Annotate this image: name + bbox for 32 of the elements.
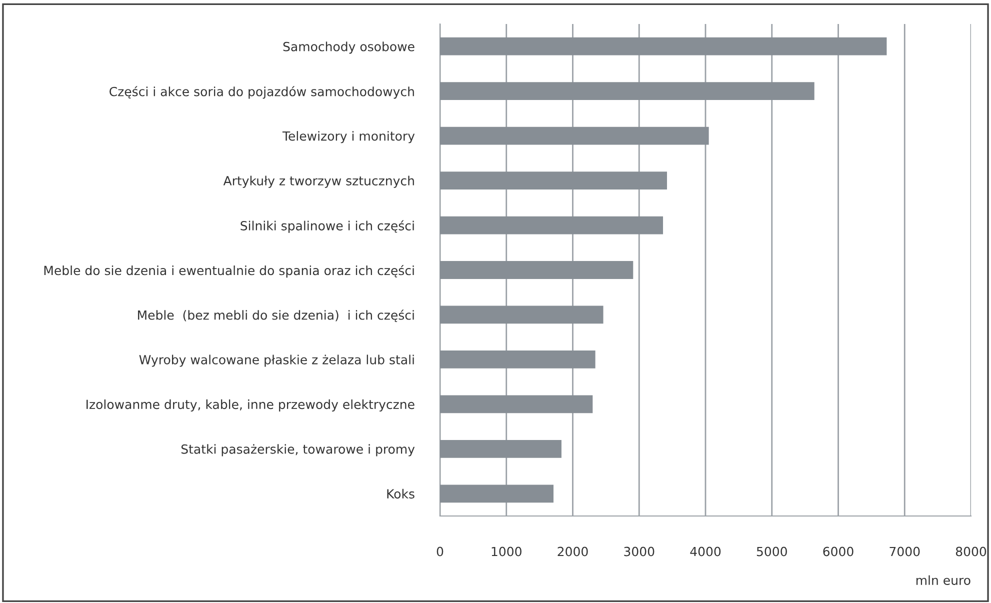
y-tick-label: Wyroby walcowane płaskie z żelaza lub stali <box>139 354 414 367</box>
bar <box>440 261 634 279</box>
x-tick-label: 4000 <box>690 546 721 556</box>
y-tick-label: Samochody osobowe <box>283 42 414 54</box>
y-tick-label: Artykuły z tworzyw sztucznych <box>223 176 414 188</box>
x-tick-label: 7000 <box>890 546 920 556</box>
y-tick-label: Statki pasażerskie, towarowe i promy <box>181 444 415 456</box>
bar <box>440 484 554 503</box>
bar <box>440 172 667 190</box>
x-tick-label: 2000 <box>558 546 588 556</box>
y-tick-label: Izolowanme druty, kable, inne przewody elektryczne <box>86 399 414 412</box>
x-tick-label: 5000 <box>756 546 787 556</box>
bar <box>440 395 593 414</box>
bar <box>440 306 604 324</box>
y-tick-label: Części i akce soria do pojazdów samochodowych <box>110 86 414 99</box>
x-axis-title: mln euro <box>916 575 970 585</box>
bar <box>440 82 814 100</box>
bar <box>440 216 664 234</box>
y-tick-label: Koks <box>387 488 414 499</box>
bar <box>440 440 562 458</box>
y-tick-label: Silniki spalinowe i ich części <box>240 220 414 233</box>
x-tick-label: 1000 <box>492 546 522 556</box>
x-tick-label: 0 <box>436 546 444 556</box>
y-tick-label: Meble (bez mebli do sie dzenia) i ich części <box>138 310 414 322</box>
y-tick-label: Meble do sie dzenia i ewentualnie do spania oraz ich części <box>44 265 414 278</box>
bar <box>440 350 596 368</box>
x-tick-label: 6000 <box>823 546 854 556</box>
y-tick-label: Telewizory i monitory <box>282 131 415 144</box>
x-tick-label: 8000 <box>956 546 986 556</box>
bar <box>440 126 709 145</box>
bar <box>440 37 887 56</box>
x-tick-label: 3000 <box>624 546 654 556</box>
